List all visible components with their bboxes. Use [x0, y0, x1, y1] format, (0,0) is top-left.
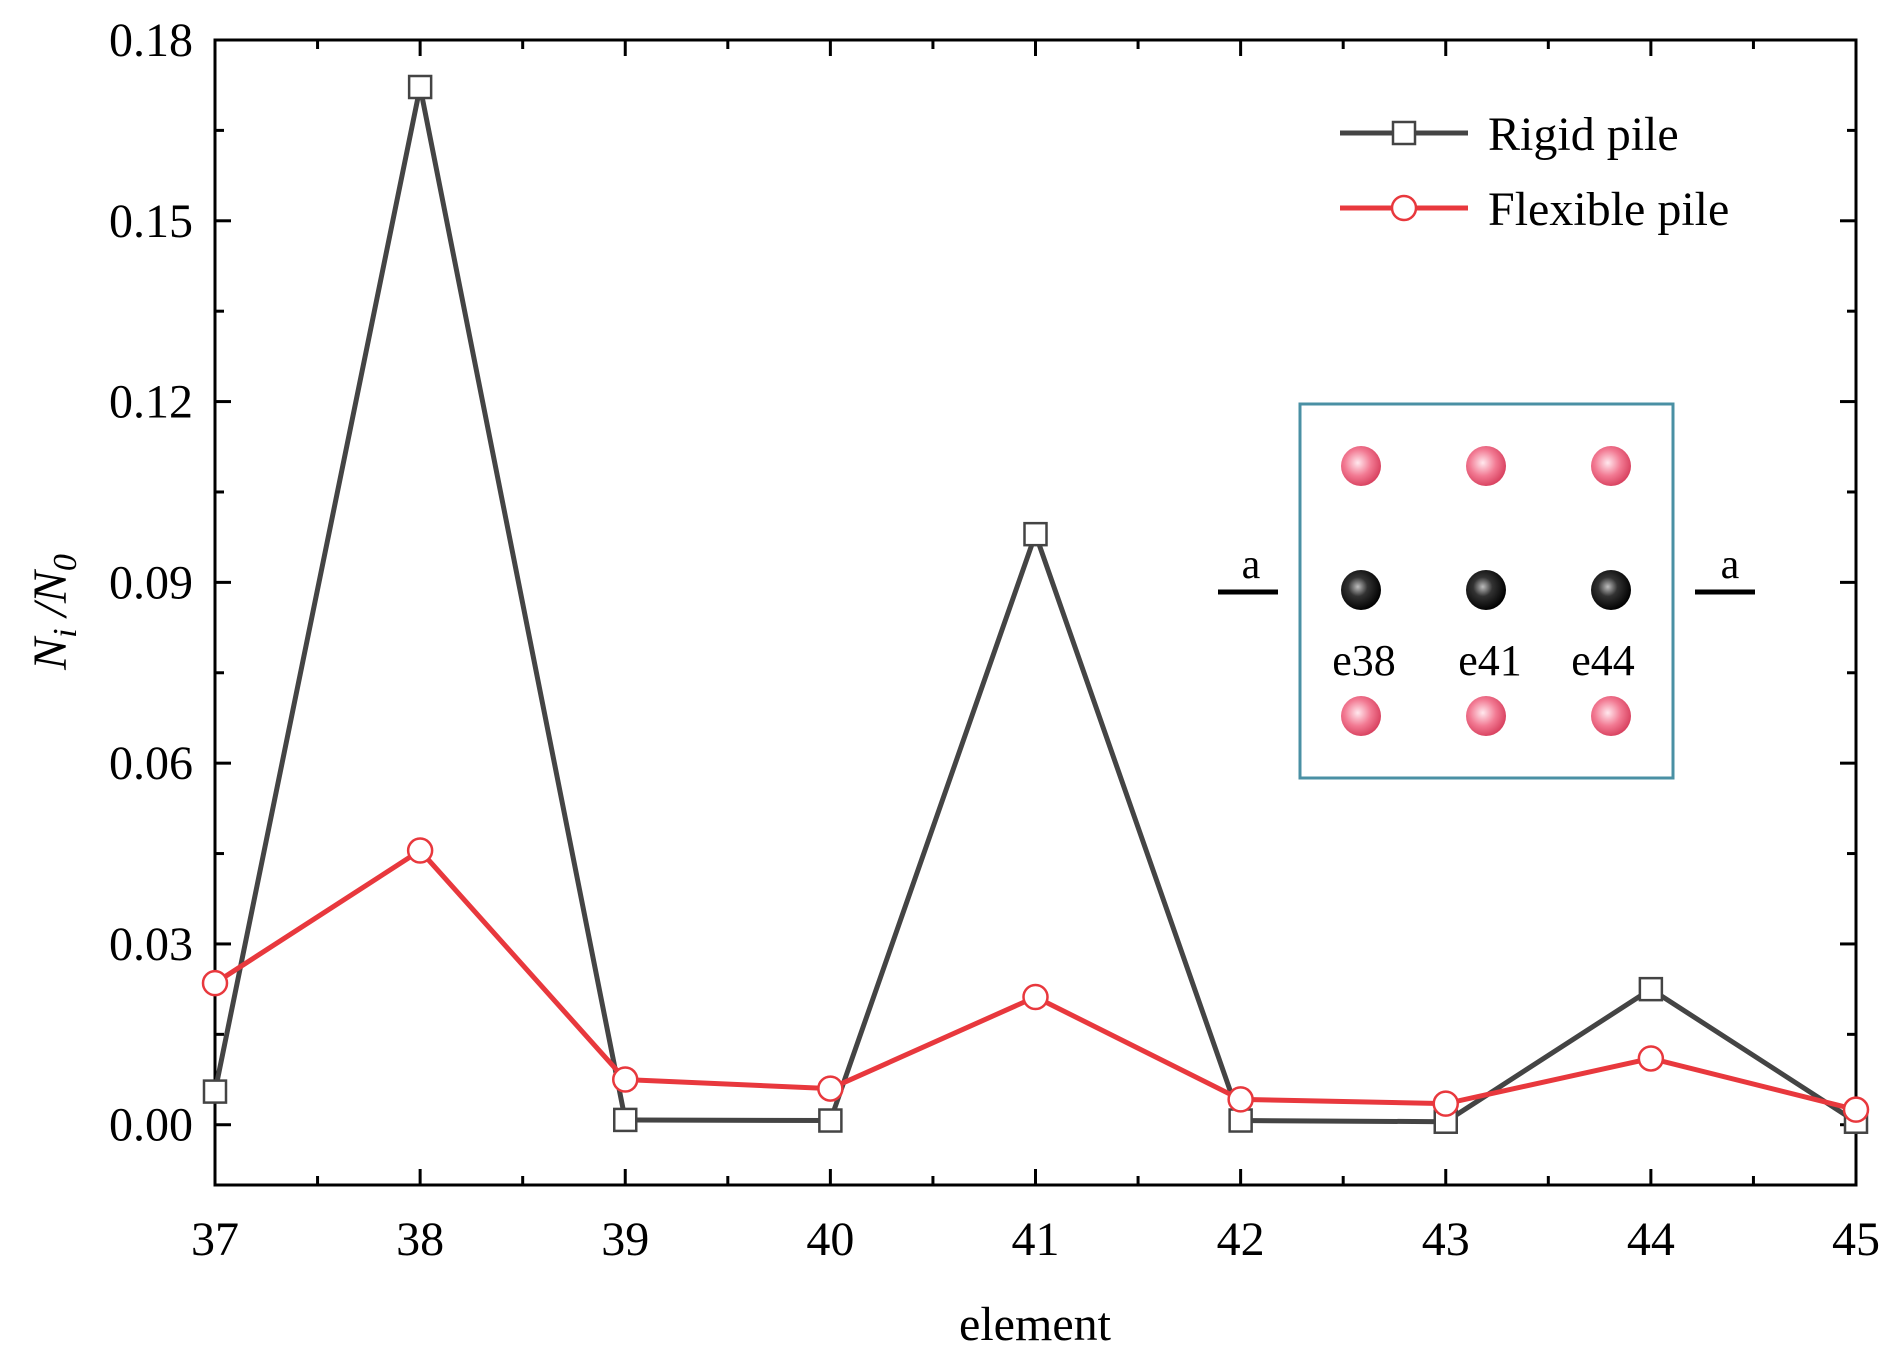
x-axis-label: element [959, 1298, 1112, 1351]
legend-label-rigid: Rigid pile [1488, 108, 1679, 161]
rigid-point [613, 1107, 638, 1133]
x-tick-label: 44 [1627, 1213, 1675, 1266]
rigid-point [1228, 1108, 1253, 1133]
x-tick-labels: 37 38 39 40 41 42 43 44 45 [191, 1213, 1880, 1266]
y-tick-label: 0.12 [109, 376, 193, 429]
rigid-point [1023, 521, 1048, 547]
pile-bottom-1 [1341, 696, 1381, 736]
section-label-left: a [1242, 542, 1261, 588]
flexible-point [406, 837, 434, 864]
inset-pile-layout: e38 e41 e44 a a [1218, 402, 1755, 780]
y-tick-label: 0.18 [109, 14, 193, 67]
rigid-point [818, 1108, 843, 1133]
x-tick-label: 39 [601, 1213, 649, 1266]
x-tick-label: 43 [1422, 1213, 1470, 1266]
rigid-point [407, 74, 433, 100]
series-line-flexible [213, 847, 1857, 1113]
pile-bottom-3 [1591, 696, 1631, 736]
x-tick-label: 37 [191, 1213, 239, 1266]
pile-top-2 [1466, 446, 1506, 486]
pile-label-e38: e38 [1332, 636, 1396, 685]
y-tick-label: 0.09 [109, 556, 193, 609]
y-tick-label: 0.15 [109, 195, 193, 248]
section-label-right: a [1721, 542, 1740, 588]
legend: Rigid pile Flexible pile [1340, 108, 1729, 236]
x-tick-label: 41 [1012, 1213, 1060, 1266]
series-layer [201, 74, 1870, 1134]
y-tick-label: 0.00 [109, 1099, 193, 1152]
x-tick-label: 40 [806, 1213, 854, 1266]
y-axis-label: Ni /N0 [24, 554, 84, 671]
axis-ticks [213, 38, 1858, 1185]
x-tick-label: 45 [1832, 1213, 1880, 1266]
x-tick-label: 38 [396, 1213, 444, 1266]
y-label-sep: / [24, 599, 77, 628]
legend-marker-square [1391, 120, 1417, 146]
pile-bottom-2 [1466, 696, 1506, 736]
pile-e41 [1466, 570, 1506, 610]
y-tick-label: 0.03 [109, 918, 193, 971]
pile-top-1 [1341, 446, 1381, 486]
pile-label-e44: e44 [1571, 636, 1635, 685]
rigid-point [1638, 976, 1664, 1002]
flexible-point [1022, 983, 1049, 1011]
y-tick-labels: 0.00 0.03 0.06 0.09 0.12 0.15 0.18 [109, 14, 193, 1152]
flexible-point [1227, 1086, 1254, 1113]
flexible-point [1842, 1096, 1870, 1123]
flexible-point [1432, 1090, 1459, 1117]
pile-top-3 [1591, 446, 1631, 486]
y-tick-label: 0.06 [109, 737, 193, 790]
y-label-n1: N [24, 635, 77, 671]
pile-e38 [1341, 570, 1381, 610]
flexible-point [1637, 1045, 1665, 1072]
flexible-point [201, 969, 229, 997]
flexible-point [817, 1075, 844, 1102]
rigid-point [202, 1079, 228, 1104]
x-tick-label: 42 [1217, 1213, 1265, 1266]
y-label-sub-0: 0 [47, 554, 84, 571]
flexible-point [612, 1066, 639, 1093]
pile-label-e41: e41 [1458, 636, 1522, 685]
y-label-sub-i: i [47, 628, 84, 637]
pile-e44 [1591, 570, 1631, 610]
y-label-n2: N [24, 568, 77, 604]
legend-marker-circle [1390, 194, 1418, 222]
legend-label-flexible: Flexible pile [1488, 183, 1729, 236]
